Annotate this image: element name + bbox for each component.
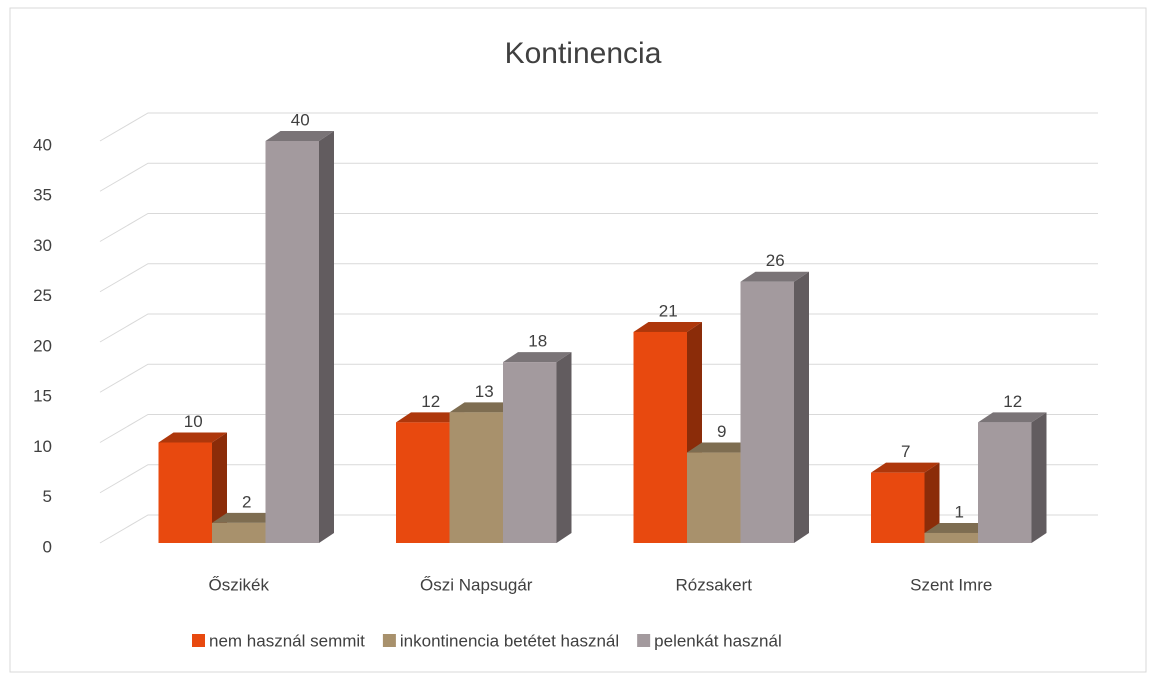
y-tick-label: 40	[33, 135, 52, 154]
bar-front	[871, 472, 925, 543]
data-label: 40	[291, 110, 310, 129]
y-tick-label: 15	[33, 387, 52, 406]
legend-label: inkontinencia betétet használ	[400, 631, 619, 650]
bar-front	[503, 362, 557, 543]
bar-front	[396, 422, 450, 543]
bar-side	[924, 462, 940, 543]
bar-front	[265, 141, 319, 543]
bar	[158, 432, 227, 543]
data-label: 18	[528, 332, 547, 351]
bar-top	[449, 402, 518, 413]
bar-front	[212, 522, 266, 543]
bar	[503, 352, 572, 543]
data-label: 21	[659, 301, 678, 320]
bar-top	[740, 271, 809, 282]
bar-top	[158, 432, 227, 443]
grid-line	[99, 213, 1098, 242]
x-tick-label: Őszikék	[209, 575, 270, 594]
bar-front	[633, 331, 687, 543]
x-tick-label: Őszi Napsugár	[420, 575, 533, 594]
bar-side	[1031, 412, 1047, 543]
y-tick-label: 25	[33, 286, 52, 305]
y-tick-label: 20	[33, 336, 52, 355]
bar-front	[687, 452, 741, 543]
bar-top	[978, 412, 1047, 423]
bar-front	[158, 442, 212, 543]
legend-swatch	[192, 634, 205, 647]
bar-side	[212, 432, 227, 543]
grid-line	[99, 112, 1098, 142]
bar-front	[740, 281, 794, 543]
bar-front	[978, 422, 1032, 543]
bar-top	[633, 321, 702, 332]
legend-swatch	[637, 634, 651, 647]
x-tick-label: Szent Imre	[910, 575, 992, 594]
data-label: 9	[717, 422, 726, 441]
data-label: 26	[766, 251, 785, 270]
y-tick-label: 30	[33, 236, 52, 255]
legend-label: pelenkát használ	[654, 631, 782, 650]
chart-frame	[9, 7, 1147, 673]
legend-label: nem használ semmit	[209, 631, 365, 650]
y-tick-label: 5	[43, 487, 52, 506]
data-label: 12	[421, 392, 440, 411]
data-label: 2	[242, 492, 251, 511]
bar-top	[503, 352, 572, 363]
data-label: 13	[475, 382, 494, 401]
data-label: 10	[184, 412, 203, 431]
bar-top	[871, 462, 940, 473]
bar	[740, 271, 809, 543]
legend-swatch	[382, 634, 396, 647]
bar-top	[265, 131, 334, 141]
bar	[978, 412, 1047, 543]
bar	[871, 462, 940, 543]
bar-side	[556, 352, 572, 543]
bar-top	[924, 522, 993, 533]
bar-front	[449, 412, 503, 543]
y-tick-label: 35	[33, 186, 52, 205]
y-tick-label: 10	[33, 437, 52, 456]
bar-front	[924, 532, 978, 543]
bar-top	[396, 412, 465, 423]
x-tick-label: Rózsakert	[675, 575, 752, 594]
grid-line	[99, 162, 1098, 192]
chart-title: Kontinencia	[505, 37, 662, 70]
bar-top	[212, 512, 281, 523]
bar-top	[687, 442, 756, 453]
grid-line	[99, 263, 1098, 293]
data-label: 7	[901, 442, 910, 461]
bar	[265, 131, 334, 543]
bar-side	[794, 271, 809, 543]
data-label: 1	[955, 502, 964, 521]
y-tick-label: 0	[43, 537, 52, 556]
data-label: 12	[1003, 392, 1022, 411]
bar-side	[319, 131, 334, 543]
